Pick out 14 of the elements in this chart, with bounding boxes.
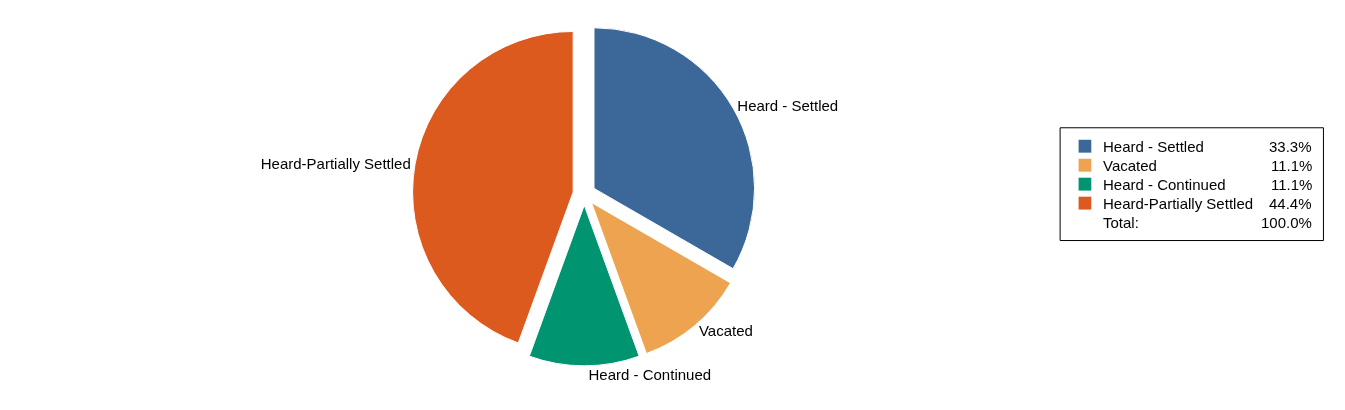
slice-label: Vacated <box>698 322 753 340</box>
legend-label: Heard - Continued <box>1103 176 1226 193</box>
data-label: 11.1% <box>1271 176 1313 193</box>
legend-label: Heard - Settled <box>1103 138 1204 155</box>
legend-label: Heard-Partially Settled <box>1103 195 1254 212</box>
data-label: 11.1% <box>1271 157 1313 174</box>
slice-label: Heard - Continued <box>588 365 712 383</box>
data-label: 33.3% <box>1269 138 1312 155</box>
text: Total: <box>1103 214 1139 231</box>
text: 100.0% <box>1261 214 1312 231</box>
slice-label: Heard - Settled <box>737 97 839 115</box>
data-label: 44.4% <box>1269 195 1312 212</box>
slice-label: Heard-Partially Settled <box>260 155 411 173</box>
legend-label: Vacated <box>1103 157 1157 174</box>
